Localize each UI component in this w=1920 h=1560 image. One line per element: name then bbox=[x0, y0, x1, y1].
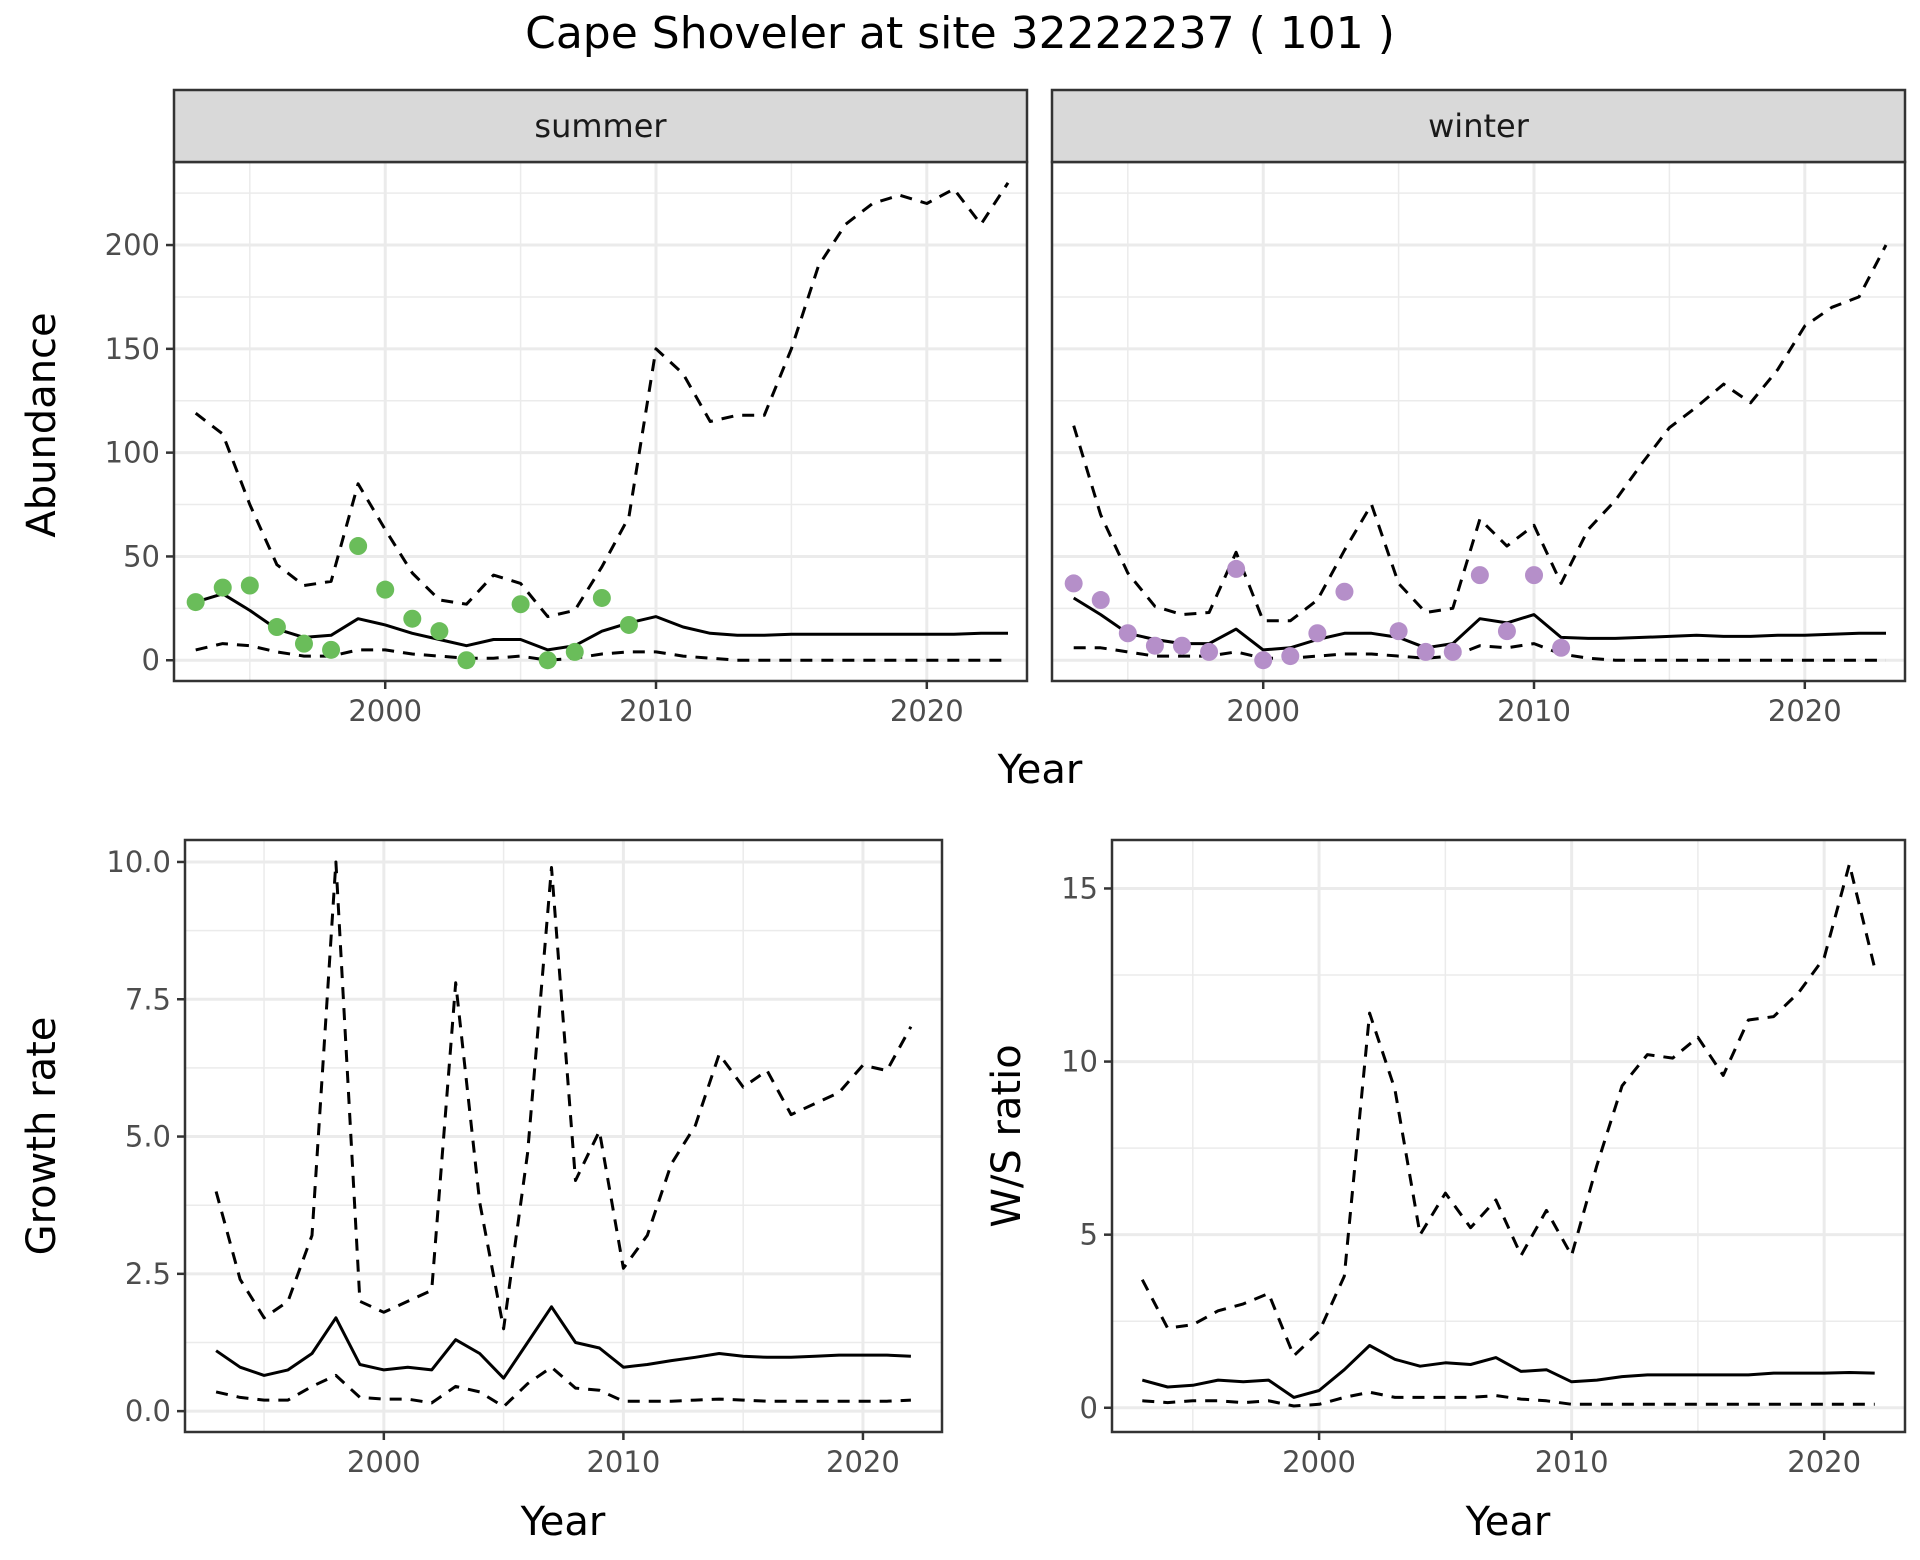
observed-point bbox=[322, 640, 341, 659]
observed-point bbox=[294, 634, 313, 653]
y-tick-label: 7.5 bbox=[125, 982, 171, 1016]
facet-strip bbox=[1050, 88, 1907, 164]
observed-point bbox=[240, 576, 259, 595]
observed-point bbox=[1281, 647, 1300, 666]
observed-point bbox=[457, 651, 476, 670]
x-tick-label: 2010 bbox=[586, 1445, 660, 1479]
observed-point bbox=[1172, 636, 1191, 655]
top-x-axis-title: Year bbox=[997, 747, 1083, 793]
y-tick-label: 10.0 bbox=[106, 845, 171, 879]
facet-strip-label: winter bbox=[1428, 107, 1530, 145]
panel-border bbox=[1110, 838, 1907, 1434]
observed-point bbox=[1335, 582, 1354, 601]
x-tick-label: 2020 bbox=[890, 694, 964, 728]
observed-point bbox=[349, 537, 368, 556]
plot-area bbox=[1112, 840, 1905, 1432]
x-tick-label: 2010 bbox=[1497, 694, 1571, 728]
y-tick-label: 100 bbox=[105, 436, 160, 470]
x-tick-label: 2020 bbox=[1787, 1445, 1861, 1479]
y-tick-label: 2.5 bbox=[125, 1257, 171, 1291]
observed-point bbox=[1145, 636, 1164, 655]
x-tick-label: 2010 bbox=[1535, 1445, 1609, 1479]
y-tick-label: 10 bbox=[1061, 1045, 1098, 1079]
observed-point bbox=[1118, 624, 1137, 643]
observed-point bbox=[186, 593, 205, 612]
observed-point bbox=[1308, 624, 1327, 643]
observed-point bbox=[1525, 566, 1544, 585]
x-axis-title: Year bbox=[520, 1499, 606, 1545]
observed-point bbox=[1470, 566, 1489, 585]
y-tick-label: 15 bbox=[1061, 871, 1098, 905]
y-tick-label: 50 bbox=[123, 539, 160, 573]
series-line-estimate bbox=[195, 592, 1008, 652]
observed-point bbox=[538, 651, 557, 670]
figure-title: Cape Shoveler at site 32222237 ( 101 ) bbox=[525, 8, 1395, 59]
observed-point bbox=[1497, 622, 1516, 641]
observed-point bbox=[1443, 642, 1462, 661]
y-tick-label: 5.0 bbox=[125, 1120, 171, 1154]
y-tick-label: 0 bbox=[142, 643, 160, 677]
observed-point bbox=[565, 642, 584, 661]
observed-point bbox=[619, 615, 638, 634]
y-tick-label: 150 bbox=[105, 332, 160, 366]
y-tick-label: 0.0 bbox=[125, 1394, 171, 1428]
y-axis-title: W/S ratio bbox=[984, 1044, 1030, 1227]
observed-point bbox=[1389, 622, 1408, 641]
observed-point bbox=[511, 595, 530, 614]
x-tick-label: 2000 bbox=[1282, 1445, 1356, 1479]
x-tick-label: 2000 bbox=[347, 1445, 421, 1479]
y-tick-label: 0 bbox=[1080, 1391, 1098, 1425]
summer-panel: summer 2000 2010 2020 0 50 100 150 200 bbox=[105, 88, 1029, 728]
series-line-upper bbox=[194, 181, 1010, 619]
y-axis-title: Growth rate bbox=[19, 1017, 65, 1256]
series-line-estimate bbox=[1141, 1344, 1875, 1399]
observed-point bbox=[376, 580, 395, 599]
facet-strip-label: summer bbox=[534, 107, 667, 145]
observed-point bbox=[403, 609, 422, 628]
x-tick-label: 2000 bbox=[1226, 694, 1300, 728]
top-y-axis-title: Abundance bbox=[19, 312, 65, 537]
y-tick-label: 200 bbox=[105, 228, 160, 262]
series-line-upper bbox=[214, 860, 913, 1331]
plot-area bbox=[1052, 162, 1905, 681]
x-tick-label: 2020 bbox=[1768, 694, 1842, 728]
observed-point bbox=[1552, 638, 1571, 657]
observed-point bbox=[1227, 559, 1246, 578]
x-axis-title: Year bbox=[1465, 1499, 1551, 1545]
y-tick-label: 5 bbox=[1080, 1218, 1098, 1252]
ws-ratio-panel: 2000 2010 2020 0 5 10 15 Year W/S ratio bbox=[984, 838, 1907, 1545]
observed-point bbox=[1254, 651, 1273, 670]
series-line-lower bbox=[1142, 1390, 1875, 1408]
growth-rate-panel: 2000 2010 2020 0.0 2.5 5.0 7.5 10.0 Year Growth r… bbox=[19, 838, 944, 1545]
winter-panel: winter 2000 2010 2020 bbox=[1050, 88, 1907, 728]
series-line-estimate bbox=[215, 1305, 911, 1380]
observed-point bbox=[267, 618, 286, 637]
x-tick-label: 2010 bbox=[619, 694, 693, 728]
series-line-upper bbox=[1140, 862, 1877, 1358]
observed-point bbox=[430, 622, 449, 641]
observed-point bbox=[1064, 574, 1083, 593]
series-line-upper bbox=[1072, 244, 1888, 623]
observed-point bbox=[592, 588, 611, 607]
x-tick-label: 2020 bbox=[826, 1445, 900, 1479]
observed-point bbox=[1091, 591, 1110, 610]
observed-point bbox=[1200, 642, 1219, 661]
observed-point bbox=[1416, 642, 1435, 661]
facet-strip bbox=[172, 88, 1029, 164]
observed-point bbox=[213, 578, 232, 597]
x-tick-label: 2000 bbox=[348, 694, 422, 728]
